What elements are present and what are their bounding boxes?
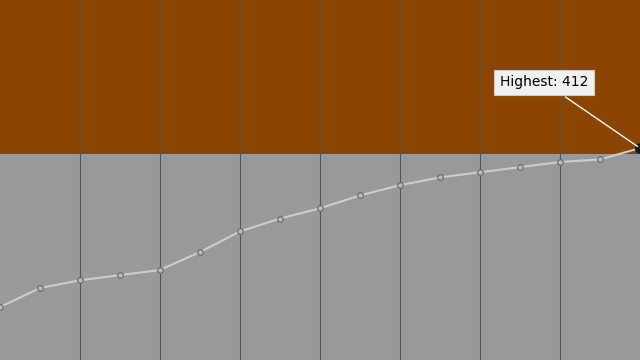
Bar bbox=[0, 0, 640, 154]
Text: Highest: 412: Highest: 412 bbox=[500, 75, 637, 147]
